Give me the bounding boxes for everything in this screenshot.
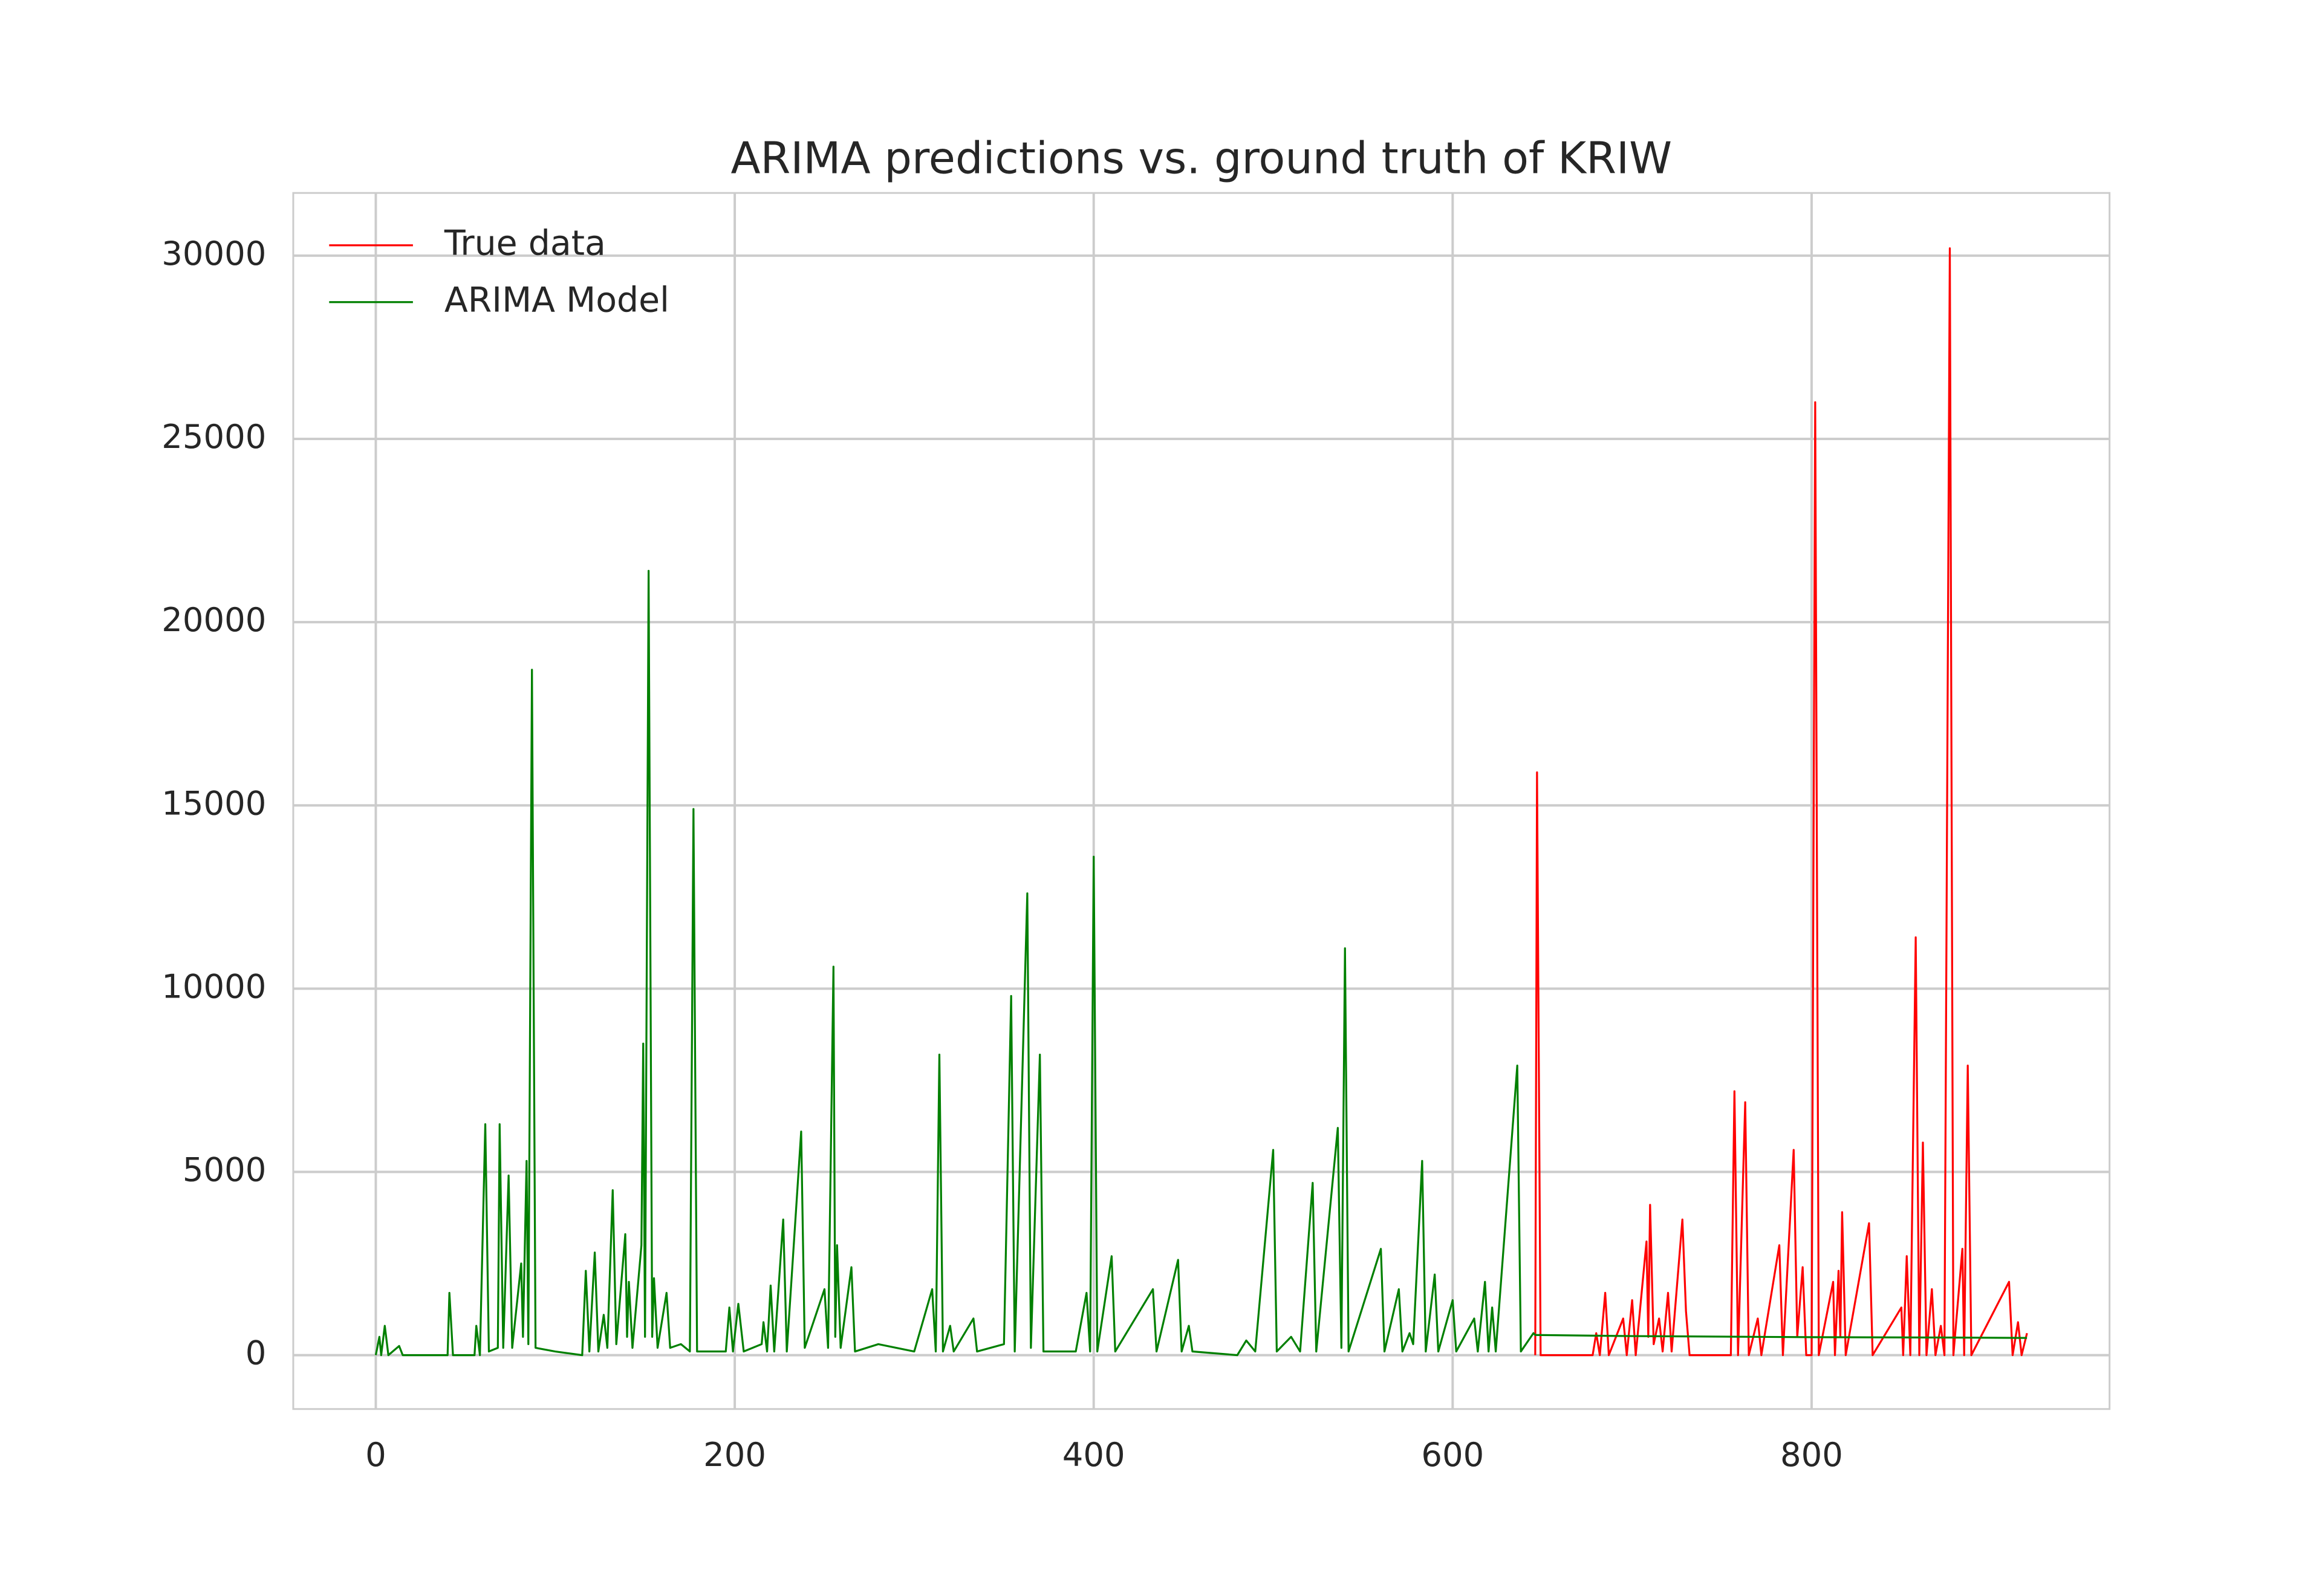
y-tick-label: 25000: [161, 417, 266, 456]
x-tick-label: 600: [1421, 1435, 1484, 1474]
y-tick-label: 5000: [183, 1150, 267, 1189]
line-series: [374, 569, 2028, 1357]
y-tick-label: 20000: [161, 600, 266, 639]
line-series: [1534, 247, 2028, 1357]
x-tick-label: 0: [365, 1435, 386, 1474]
x-tick-label: 200: [703, 1435, 766, 1474]
chart-title: ARIMA predictions vs. ground truth of KR…: [730, 133, 1672, 184]
x-tick-label: 400: [1062, 1435, 1125, 1474]
y-tick-label: 15000: [161, 783, 266, 822]
y-tick-label: 0: [246, 1334, 267, 1372]
plot-frame: [292, 192, 2111, 1410]
y-tick-label: 10000: [161, 967, 266, 1005]
y-tick-label: 30000: [161, 234, 266, 273]
legend-label: ARIMA Model: [444, 280, 669, 320]
x-tick-label: 800: [1780, 1435, 1843, 1474]
legend-label: True data: [444, 223, 606, 263]
